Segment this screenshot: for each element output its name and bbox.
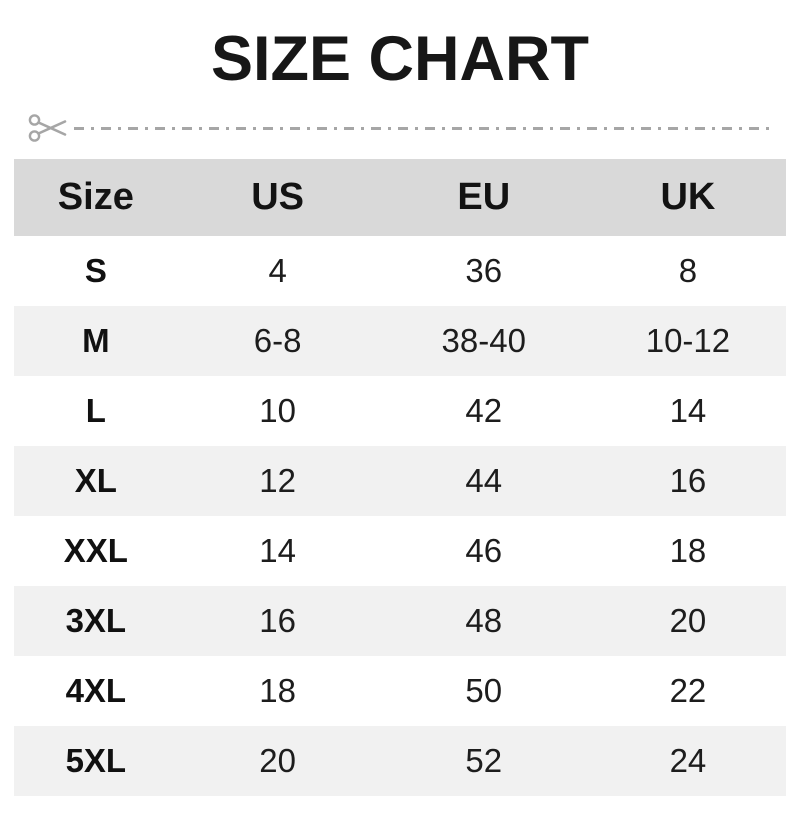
us-value: 16	[259, 602, 296, 640]
us-value: 12	[259, 462, 296, 500]
size-label: L	[85, 392, 106, 430]
us-value: 4	[268, 252, 287, 290]
column-header-uk: UK	[660, 176, 716, 219]
eu-value: 52	[465, 742, 503, 780]
size-chart-table: Size US EU UK S 4 36 8 M 6-8 38-40 10-12…	[14, 159, 786, 797]
column-header-size: Size	[57, 176, 134, 219]
size-label: 3XL	[65, 602, 127, 640]
eu-value: 46	[465, 532, 503, 570]
table-row-m: M 6-8 38-40 10-12	[14, 306, 786, 377]
size-label: 5XL	[65, 742, 127, 780]
eu-value: 48	[465, 602, 503, 640]
size-label: M	[82, 322, 110, 360]
scissors-icon	[28, 114, 67, 142]
table-row-4xl: 4XL 18 50 22	[14, 656, 786, 727]
uk-value: 20	[669, 602, 707, 640]
uk-value: 22	[669, 672, 707, 710]
table-row-s: S 4 36 8	[14, 236, 786, 307]
table-row-xl: XL 12 44 16	[14, 446, 786, 517]
size-label: S	[84, 252, 107, 290]
uk-value: 10-12	[645, 322, 731, 360]
page-title: SIZE CHART	[211, 24, 589, 94]
size-label: 4XL	[65, 672, 127, 710]
us-value: 20	[259, 742, 296, 780]
us-value: 10	[259, 392, 296, 430]
uk-value: 14	[669, 392, 707, 430]
uk-value: 16	[669, 462, 707, 500]
column-header-us: US	[251, 176, 305, 219]
table-row-l: L 10 42 14	[14, 376, 786, 447]
eu-value: 36	[465, 252, 503, 290]
size-label: XXL	[63, 532, 128, 570]
size-label: XL	[74, 462, 117, 500]
uk-value: 24	[669, 742, 707, 780]
cut-line	[28, 109, 772, 147]
us-value: 6-8	[253, 322, 302, 360]
eu-value: 38-40	[441, 322, 526, 360]
table-row-5xl: 5XL 20 52 24	[14, 726, 786, 797]
eu-value: 44	[465, 462, 503, 500]
table-row-xxl: XXL 14 46 18	[14, 516, 786, 587]
eu-value: 42	[465, 392, 503, 430]
column-header-eu: EU	[457, 176, 511, 219]
table-row-3xl: 3XL 16 48 20	[14, 586, 786, 657]
eu-value: 50	[465, 672, 503, 710]
table-header-row: Size US EU UK	[14, 159, 786, 237]
us-value: 18	[259, 672, 296, 710]
us-value: 14	[259, 532, 296, 570]
uk-value: 18	[669, 532, 707, 570]
uk-value: 8	[678, 252, 698, 290]
dashed-cut-rule	[74, 126, 772, 130]
